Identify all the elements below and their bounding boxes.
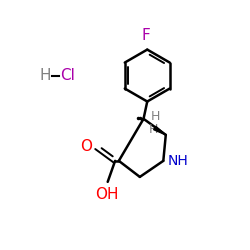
Text: OH: OH bbox=[95, 187, 118, 202]
Text: O: O bbox=[80, 138, 92, 154]
Text: H: H bbox=[148, 123, 158, 136]
Text: NH: NH bbox=[168, 154, 188, 168]
Polygon shape bbox=[154, 126, 166, 135]
Text: F: F bbox=[142, 28, 150, 44]
Text: H: H bbox=[39, 68, 51, 83]
Text: Cl: Cl bbox=[60, 68, 75, 83]
Text: H: H bbox=[150, 110, 160, 123]
